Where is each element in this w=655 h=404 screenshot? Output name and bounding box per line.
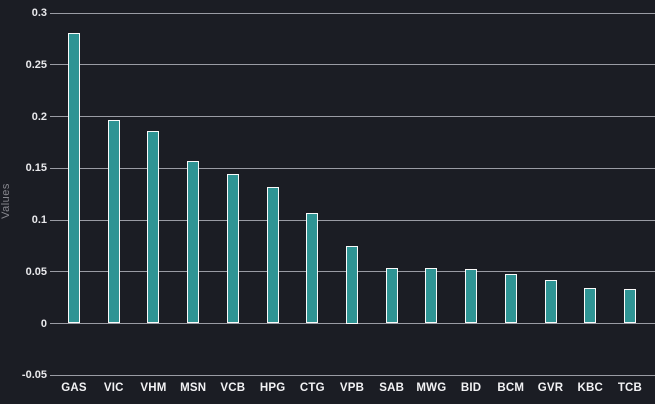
bar-bid xyxy=(465,268,478,324)
bar-kbc xyxy=(584,288,597,324)
bar-vic xyxy=(107,119,120,324)
x-tick-label-msn: MSN xyxy=(180,382,207,394)
x-tick-label-gas: GAS xyxy=(61,382,87,394)
x-tick-label-ctg: CTG xyxy=(299,382,325,394)
bar-bcm xyxy=(504,273,517,324)
bar-tcb xyxy=(623,289,636,324)
x-tick-label-gvr: GVR xyxy=(537,382,564,394)
x-tick-label-kbc: KBC xyxy=(577,382,603,394)
y-tick-label: 0.05 xyxy=(25,265,47,278)
x-tick-label-vhm: VHM xyxy=(140,382,167,394)
x-tick-label-bid: BID xyxy=(460,382,482,394)
gridline-y-0.2 xyxy=(50,116,655,117)
bar-vpb xyxy=(346,245,358,324)
bar-vhm xyxy=(147,130,160,324)
x-tick-label-sab: SAB xyxy=(379,382,405,394)
bar-gas xyxy=(68,32,81,324)
x-tick-label-hpg: HPG xyxy=(259,382,286,394)
y-tick-label: 0.2 xyxy=(31,110,47,123)
y-tick-label: -0.05 xyxy=(21,369,47,382)
x-tick-label-vpb: VPB xyxy=(339,382,365,394)
y-tick-label: 0.1 xyxy=(31,214,47,226)
bar-mwg xyxy=(425,267,438,324)
bar-hpg xyxy=(266,186,279,324)
y-tick-label: 0.3 xyxy=(31,7,47,19)
gridline-y-0 xyxy=(50,323,655,324)
gridline-y-0.25 xyxy=(50,64,655,66)
gridline-y-0.1 xyxy=(50,219,655,221)
x-tick-label-vcb: VCB xyxy=(220,382,246,394)
bar-gvr xyxy=(544,280,557,324)
gridline-y--0.05 xyxy=(50,374,655,376)
gridline-y-0.15 xyxy=(50,167,655,169)
x-tick-label-mwg: MWG xyxy=(416,382,447,394)
y-tick-label: 0.15 xyxy=(25,162,47,175)
gridline-y-0.3 xyxy=(50,12,655,14)
y-tick-label: 0 xyxy=(40,317,47,330)
bar-sab xyxy=(385,267,398,324)
bar-ctg xyxy=(306,212,319,324)
x-tick-label-tcb: TCB xyxy=(617,382,643,394)
x-tick-label-bcm: BCM xyxy=(497,382,525,394)
x-tick-label-vic: VIC xyxy=(103,382,124,394)
bar-msn xyxy=(187,161,200,324)
bar-vcb xyxy=(226,174,239,324)
y-tick-label: 0.25 xyxy=(25,58,47,71)
